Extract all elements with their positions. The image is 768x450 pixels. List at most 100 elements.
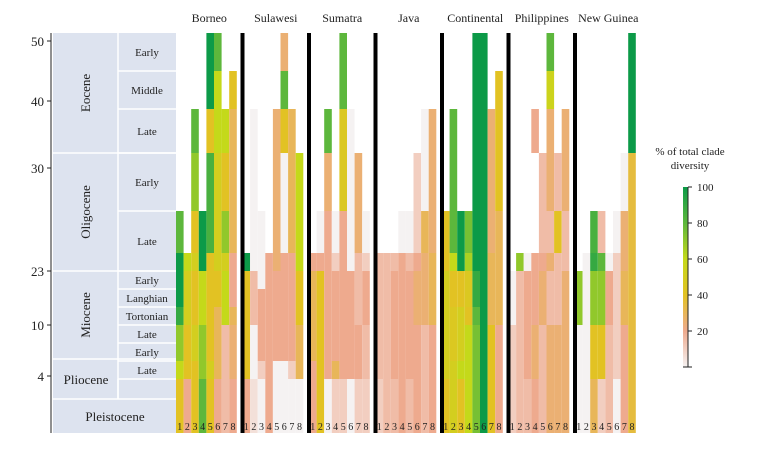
heatmap-cell	[480, 325, 488, 361]
heatmap-cell	[176, 271, 184, 289]
heatmap-cell	[531, 271, 539, 289]
heatmap-cell	[390, 325, 399, 361]
epoch-label-pliocene: Pliocene	[64, 372, 109, 387]
heatmap-cell	[449, 289, 458, 307]
heatmap-cell	[221, 109, 230, 153]
colorbar-label-line1: % of total clade	[655, 146, 724, 158]
epoch-label-pleistocene: Pleistocene	[85, 409, 144, 424]
heatmap-cell	[309, 361, 317, 379]
heatmap-cell	[354, 153, 363, 211]
heatmap-cell	[628, 361, 636, 379]
heatmap-cell	[390, 379, 399, 433]
heatmap-cell	[495, 361, 503, 379]
heatmap-cell	[620, 307, 629, 325]
clade-label: 6	[548, 422, 553, 433]
heatmap-cell	[183, 361, 192, 379]
heatmap-cells	[176, 33, 636, 433]
stage-label-late: Late	[137, 126, 157, 138]
heatmap-cell	[347, 153, 355, 211]
heatmap-cell	[442, 307, 450, 325]
clade-label: 2	[251, 422, 256, 433]
heatmap-cell	[242, 361, 251, 379]
heatmap-cell	[221, 289, 230, 307]
clade-label: 3	[392, 422, 397, 433]
heatmap-cell	[620, 379, 629, 433]
heatmap-cell	[421, 361, 429, 379]
heatmap-cell	[280, 325, 289, 361]
heatmap-cell	[309, 253, 317, 271]
clade-label: 8	[497, 422, 502, 433]
heatmap-cell	[531, 361, 539, 379]
heatmap-cell	[354, 325, 363, 361]
heatmap-cell	[561, 325, 570, 361]
heatmap-cell	[316, 361, 325, 379]
heatmap-cell	[472, 325, 480, 361]
clade-label: 5	[208, 422, 213, 433]
heatmap-cell	[413, 153, 422, 211]
heatmap-cell	[191, 325, 199, 361]
heatmap-cell	[538, 379, 547, 433]
clade-label: 4	[400, 422, 405, 433]
heatmap-cell	[229, 71, 237, 109]
heatmap-cell	[191, 253, 199, 271]
heatmap-cell	[398, 289, 406, 307]
heatmap-cell	[561, 379, 570, 433]
heatmap-cell	[375, 271, 384, 289]
heatmap-cell	[229, 109, 237, 153]
heatmap-cell	[295, 307, 304, 325]
stage-label-early: Early	[135, 347, 159, 359]
clade-label: 1	[310, 422, 315, 433]
heatmap-cell	[428, 361, 437, 379]
heatmap-cell	[554, 253, 562, 271]
heatmap-cell	[487, 253, 496, 271]
heatmap-cell	[628, 109, 636, 153]
heatmap-cell	[214, 361, 222, 379]
heatmap-cell	[613, 289, 621, 307]
geologic-time-panel: Eocene Oligocene Miocene Pliocene Pleistocen…	[53, 33, 176, 433]
heatmap-cell	[206, 379, 214, 433]
heatmap-cell	[257, 361, 266, 379]
clade-label: 4	[533, 422, 538, 433]
heatmap-cell	[421, 307, 429, 325]
heatmap-cell	[472, 71, 480, 109]
heatmap-cell	[183, 379, 192, 433]
y-tick-label-23: 23	[31, 264, 44, 279]
heatmap-cell	[613, 379, 621, 433]
heatmap-cell	[250, 271, 258, 289]
heatmap-cell	[538, 211, 547, 253]
heatmap-cell	[362, 379, 370, 433]
region-labels: Borneo Sulawesi Sumatra Java Continental Phil…	[192, 11, 639, 25]
clade-label: 5	[407, 422, 412, 433]
heatmap-cell	[472, 109, 480, 153]
heatmap-cell	[242, 253, 251, 271]
stage-label-late: Late	[137, 329, 157, 341]
heatmap-cell	[487, 211, 496, 253]
heatmap-cell	[221, 271, 230, 289]
stage-label-middle: Middle	[131, 85, 163, 97]
clade-label: 5	[474, 422, 479, 433]
heatmap-cell	[206, 307, 214, 325]
heatmap-cell	[457, 361, 465, 379]
heatmap-cell	[198, 379, 207, 433]
heatmap-cell	[582, 361, 591, 379]
clade-label: 3	[326, 422, 331, 433]
heatmap-cell	[229, 379, 237, 433]
heatmap-cell	[383, 271, 391, 289]
heatmap-cell	[242, 289, 251, 307]
heatmap-cell	[250, 325, 258, 361]
heatmap-cell	[464, 379, 473, 433]
heatmap-cell	[421, 325, 429, 361]
heatmap-cell	[375, 289, 384, 307]
heatmap-cell	[272, 109, 281, 153]
heatmap-cell	[206, 325, 214, 361]
heatmap-cell	[508, 307, 517, 325]
epoch-label-miocene: Miocene	[78, 292, 93, 338]
heatmap-cell	[191, 361, 199, 379]
heatmap-cell	[472, 33, 480, 71]
heatmap-cell	[331, 289, 340, 307]
heatmap-cell	[613, 307, 621, 325]
stage-label-early: Early	[135, 47, 159, 59]
heatmap-cell	[457, 271, 465, 289]
heatmap-cell	[280, 361, 289, 379]
